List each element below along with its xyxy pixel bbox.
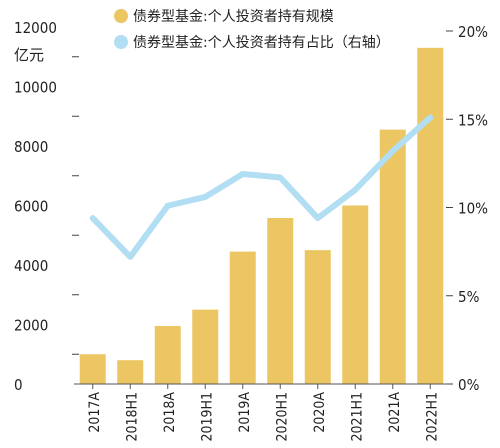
y-left-tick-label-10000: 10000 [14,79,57,97]
y-right-tick-label-0%: 0% [458,376,480,394]
x-tick-label-2017A: 2017A [87,392,103,433]
x-tick-label-2019A: 2019A [237,392,253,433]
y-right-tick-label-15%: 15% [458,111,488,129]
x-tick-label-2020A: 2020A [312,392,328,433]
line-point-2018A [166,204,169,207]
line-point-2019H1 [204,195,207,198]
y-left-tick-label-12000: 12000 [14,19,57,37]
legend-marker-share [114,35,128,49]
bar-2020H1 [267,217,294,384]
line-point-2021H1 [354,188,357,191]
x-tick-label-2019H1: 2019H1 [199,392,215,442]
line-point-2020A [316,217,319,220]
y-right-tick-label-10%: 10% [458,200,488,218]
bar-2021H1 [342,205,369,384]
legend-marker-scale [114,9,128,23]
y-left-tick-label-6000: 6000 [14,198,48,216]
line-point-2020H1 [279,176,282,179]
x-tick-label-2018H1: 2018H1 [124,392,140,442]
bar-2020A [304,250,331,384]
line-point-2018H1 [129,255,132,258]
x-tick-label-2018A: 2018A [162,392,178,433]
bar-2019A [229,251,256,384]
legend-label-scale: 债券型基金:个人投资者持有规模 [133,8,334,25]
y-right-tick-label-5%: 5% [458,288,480,306]
line-point-2021A [391,150,394,153]
bar-2022H1 [417,47,444,384]
x-tick-label-2021A: 2021A [387,392,403,433]
line-point-2017A [91,217,94,220]
legend-label-share: 债券型基金:个人投资者持有占比（右轴） [133,34,390,51]
bar-2021A [379,129,406,384]
y-right-tick-label-20%: 20% [458,23,488,41]
line-point-2022H1 [429,116,432,119]
y-left-tick-label-0: 0 [14,376,23,394]
x-tick-label-2020H1: 2020H1 [274,392,290,442]
y-left-tick-label-8000: 8000 [14,138,48,156]
y-left-tick-label-4000: 4000 [14,257,48,275]
bar-2019H1 [192,309,219,384]
line-series-share [89,114,434,260]
y-left-tick-label-2000: 2000 [14,317,48,335]
line-point-2019A [241,172,244,175]
bar-2017A [79,354,106,384]
y-left-unit: 亿元 [14,46,44,64]
x-tick-label-2022H1: 2022H1 [424,392,440,442]
bar-2018H1 [117,360,144,384]
bar-2018A [154,325,181,384]
x-tick-label-2021H1: 2021H1 [349,392,365,442]
